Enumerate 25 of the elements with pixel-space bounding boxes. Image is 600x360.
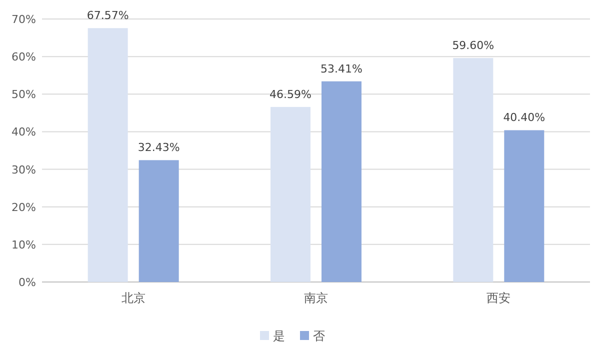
bar <box>270 106 310 282</box>
y-tick-label: 30% <box>12 163 36 176</box>
data-label: 32.43% <box>138 141 180 154</box>
y-tick-label: 70% <box>12 13 36 26</box>
data-label: 46.59% <box>270 88 312 101</box>
data-label: 59.60% <box>452 39 494 52</box>
data-label: 40.40% <box>503 111 546 124</box>
y-tick-label: 40% <box>12 126 36 139</box>
legend-label: 否 <box>313 329 325 343</box>
x-tick-label: 南京 <box>304 291 328 305</box>
y-tick-label: 60% <box>12 50 36 64</box>
x-tick-label: 北京 <box>121 291 146 305</box>
y-tick-label: 50% <box>12 88 36 102</box>
x-tick-label: 西安 <box>486 291 511 305</box>
bar <box>504 130 544 282</box>
y-tick-label: 0% <box>18 276 36 289</box>
bar <box>138 160 179 282</box>
y-tick-label: 10% <box>12 238 36 252</box>
bar <box>453 58 494 282</box>
data-label: 67.57% <box>86 9 129 22</box>
y-tick-label: 20% <box>12 200 36 214</box>
bar <box>88 28 128 282</box>
data-label: 53.41% <box>320 62 362 76</box>
legend-label: 是 <box>273 329 285 343</box>
bar <box>322 81 362 282</box>
